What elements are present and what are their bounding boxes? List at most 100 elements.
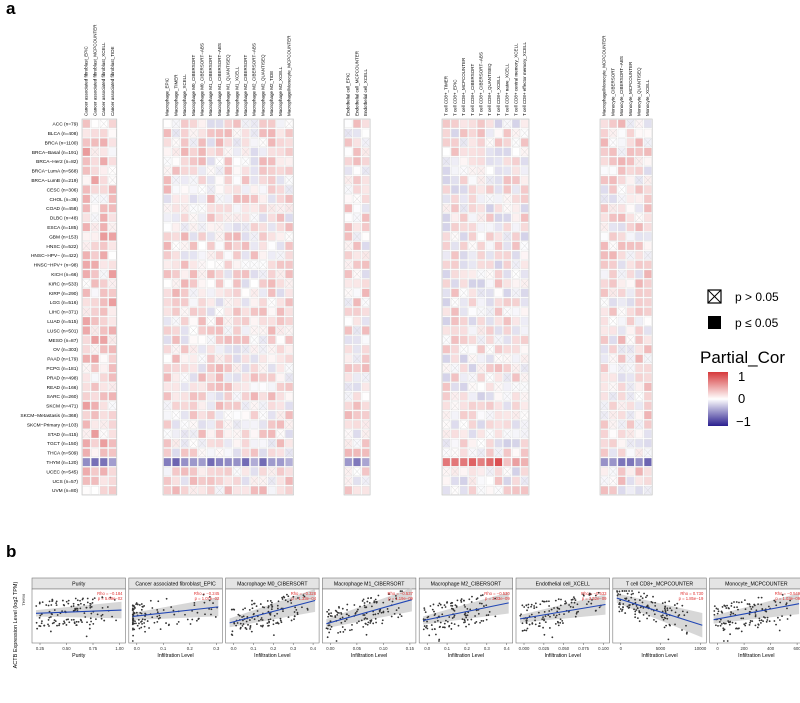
heatmap-cell — [180, 213, 189, 223]
heatmap-cell — [459, 279, 468, 288]
facet-point — [157, 600, 160, 603]
facet-point — [646, 604, 649, 607]
facet-x-tick-label: 0.050 — [558, 646, 569, 651]
heatmap-cell-cross — [215, 260, 224, 269]
facet-point — [131, 617, 134, 620]
heatmap-cell — [643, 382, 652, 392]
heatmap-cell — [643, 119, 652, 128]
heatmap-cell — [600, 119, 609, 128]
heatmap-cell — [617, 429, 626, 439]
facet-p-text: p = 1.85e−19 — [679, 596, 704, 601]
facet-point — [721, 606, 724, 608]
heatmap-cell — [267, 241, 276, 251]
facet-point — [342, 631, 345, 633]
facet-point — [431, 628, 434, 631]
heatmap-cell — [82, 156, 91, 166]
heatmap-cell-cross — [617, 363, 626, 373]
facet-p-text: p = 1.03e−09 — [775, 596, 800, 601]
facet-point — [544, 621, 547, 624]
heatmap-cell — [600, 345, 609, 354]
heatmap-cell — [503, 420, 512, 429]
heatmap-cell — [99, 335, 108, 345]
heatmap-column-label: Macrophage M1_CIBERSORT — [208, 55, 213, 116]
heatmap-cell-cross — [477, 335, 486, 345]
facet-point — [560, 598, 562, 601]
heatmap-cell — [241, 439, 250, 448]
facet-point — [293, 618, 295, 621]
heatmap-cell — [241, 307, 250, 317]
heatmap-cell-cross — [189, 204, 198, 213]
heatmap-cell — [206, 326, 215, 335]
heatmap-cell-cross — [626, 410, 635, 420]
heatmap-cell-cross — [361, 166, 370, 175]
heatmap-cell — [600, 269, 609, 279]
heatmap-cell — [224, 448, 233, 458]
heatmap-cell — [267, 213, 276, 223]
facet-point — [523, 629, 526, 632]
heatmap-cell — [626, 448, 635, 458]
facet-point — [722, 627, 725, 630]
heatmap-cell — [189, 476, 198, 486]
facet-point — [619, 593, 622, 596]
heatmap-cell — [99, 345, 108, 354]
facet-point — [346, 608, 348, 611]
heatmap-cell — [353, 250, 361, 260]
heatmap-cell — [344, 486, 353, 495]
facet-title: Cancer associated fibroblast_EPIC — [135, 582, 216, 588]
facet-point — [301, 606, 303, 609]
heatmap-cell — [451, 373, 459, 382]
heatmap-row-label: CHOL (n=36) — [50, 197, 79, 203]
heatmap-cell — [512, 213, 520, 223]
heatmap-cell — [259, 166, 267, 176]
facet-x-tick-label: 5000 — [656, 646, 666, 651]
heatmap-cell — [344, 401, 353, 411]
facet-point — [386, 608, 389, 610]
heatmap-cell — [503, 298, 512, 307]
heatmap-cell — [459, 363, 468, 373]
heatmap-cell — [198, 457, 207, 467]
facet-point — [571, 598, 574, 601]
facet-point — [210, 613, 212, 616]
facet-point — [638, 599, 641, 601]
heatmap-cell — [503, 410, 512, 420]
heatmap-cell-cross — [353, 269, 361, 279]
heatmap-cell — [468, 345, 477, 354]
heatmap-cell-cross — [626, 251, 635, 260]
facet-point — [441, 606, 444, 609]
facet-x-axis-label: Infiltration Level — [254, 653, 290, 659]
facet-point — [664, 609, 667, 611]
facet-point — [73, 621, 76, 624]
heatmap-cell — [512, 448, 520, 458]
heatmap-cell-cross — [353, 326, 361, 335]
facet-point — [140, 626, 143, 629]
facet-point — [485, 604, 488, 607]
heatmap-cell-cross — [206, 316, 215, 326]
heatmap-cell — [609, 175, 617, 185]
facet-x-tick-label: 0.50 — [62, 646, 71, 651]
heatmap-cell-cross — [468, 241, 477, 251]
facet-point — [494, 615, 497, 618]
heatmap-cell-cross — [494, 382, 503, 392]
heatmap-cell — [250, 373, 259, 382]
heatmap-cell-cross — [108, 335, 117, 345]
facet-point — [138, 627, 141, 630]
facet-point — [439, 625, 441, 628]
heatmap-cell — [451, 185, 459, 194]
facet-point — [634, 613, 637, 616]
heatmap-cell — [643, 213, 652, 223]
facet-point — [47, 623, 49, 626]
heatmap-cell — [459, 269, 468, 279]
heatmap-cell — [609, 222, 617, 232]
facet-point — [451, 607, 453, 610]
facet-point — [564, 602, 566, 605]
facet-point — [654, 601, 657, 604]
facet-point — [255, 605, 258, 608]
facet-point — [156, 615, 159, 618]
heatmap-cell — [503, 335, 512, 345]
heatmap-cell — [163, 288, 172, 298]
heatmap-cell — [353, 203, 361, 213]
facet-point — [135, 603, 138, 606]
facet-point — [63, 622, 66, 624]
facet-point — [162, 609, 165, 611]
facet-point — [634, 601, 637, 604]
